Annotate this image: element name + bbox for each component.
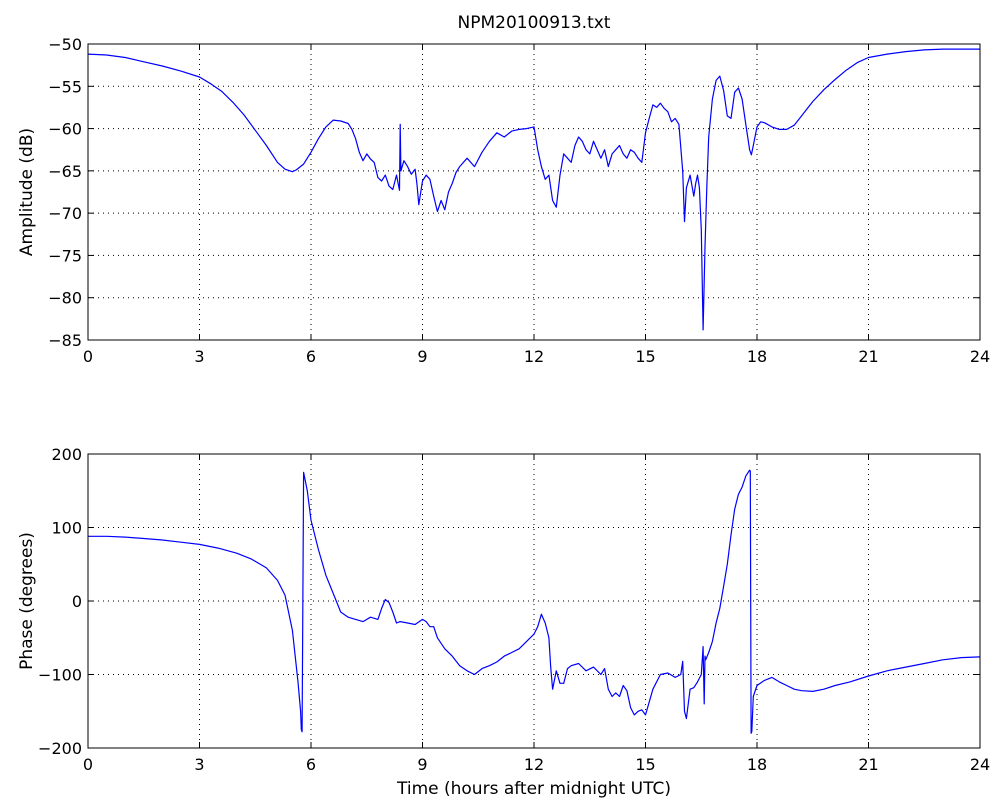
amplitude-y-tick-label: −85 bbox=[48, 331, 82, 350]
phase-x-tick-label: 9 bbox=[417, 755, 427, 774]
amplitude-y-tick-label: −55 bbox=[48, 77, 82, 96]
phase-series-line bbox=[88, 469, 981, 734]
amplitude-x-tick-label: 6 bbox=[306, 347, 316, 366]
phase-y-tick-label: 100 bbox=[51, 519, 82, 538]
phase-y-tick-label: 200 bbox=[51, 445, 82, 464]
amplitude-x-tick-label: 18 bbox=[747, 347, 767, 366]
phase-x-axis-label: Time (hours after midnight UTC) bbox=[396, 779, 671, 799]
amplitude-series-line bbox=[87, 48, 980, 331]
phase-y-tick-label: −100 bbox=[38, 666, 82, 685]
phase-x-tick-label: 0 bbox=[83, 755, 93, 774]
amplitude-x-tick-label: 3 bbox=[194, 347, 204, 366]
amplitude-y-axis-label: Amplitude (dB) bbox=[17, 128, 37, 256]
phase-y-tick-label: 0 bbox=[72, 592, 82, 611]
amplitude-y-tick-label: −65 bbox=[48, 162, 82, 181]
amplitude-x-tick-label: 24 bbox=[970, 347, 990, 366]
amplitude-ticks: 0 3 6 9 12 15 18 21 24 −85 −80 −75 −70 −65 −60 −55 −50 bbox=[48, 35, 990, 366]
amplitude-y-tick-label: −75 bbox=[48, 246, 82, 265]
phase-x-tick-label: 15 bbox=[635, 755, 655, 774]
phase-y-axis-label: Phase (degrees) bbox=[17, 532, 37, 670]
phase-x-tick-label: 18 bbox=[747, 755, 767, 774]
amplitude-y-tick-label: −70 bbox=[48, 204, 82, 223]
amplitude-x-tick-label: 12 bbox=[524, 347, 544, 366]
phase-x-tick-label: 3 bbox=[194, 755, 204, 774]
phase-ticks: 0 3 6 9 12 15 18 21 24 −200 −100 0 100 200 bbox=[38, 445, 990, 774]
amplitude-y-tick-label: −60 bbox=[48, 120, 82, 139]
phase-grid bbox=[88, 454, 980, 748]
phase-y-tick-label: −200 bbox=[38, 739, 82, 758]
phase-x-tick-label: 24 bbox=[970, 755, 990, 774]
phase-plot: 0 3 6 9 12 15 18 21 24 −200 −100 0 100 200 Phase (deg… bbox=[17, 445, 990, 799]
amplitude-x-tick-label: 15 bbox=[635, 347, 655, 366]
amplitude-x-tick-label: 9 bbox=[417, 347, 427, 366]
amplitude-y-tick-label: −50 bbox=[48, 35, 82, 54]
phase-x-tick-label: 6 bbox=[306, 755, 316, 774]
figure-title: NPM20100913.txt bbox=[458, 13, 611, 33]
phase-x-tick-label: 21 bbox=[858, 755, 878, 774]
amplitude-x-tick-label: 0 bbox=[83, 347, 93, 366]
phase-x-tick-label: 12 bbox=[524, 755, 544, 774]
amplitude-x-tick-label: 21 bbox=[858, 347, 878, 366]
amplitude-y-tick-label: −80 bbox=[48, 289, 82, 308]
amplitude-plot: 0 3 6 9 12 15 18 21 24 −85 −80 −75 −70 −65 −60 −55 −50 A… bbox=[17, 35, 990, 366]
